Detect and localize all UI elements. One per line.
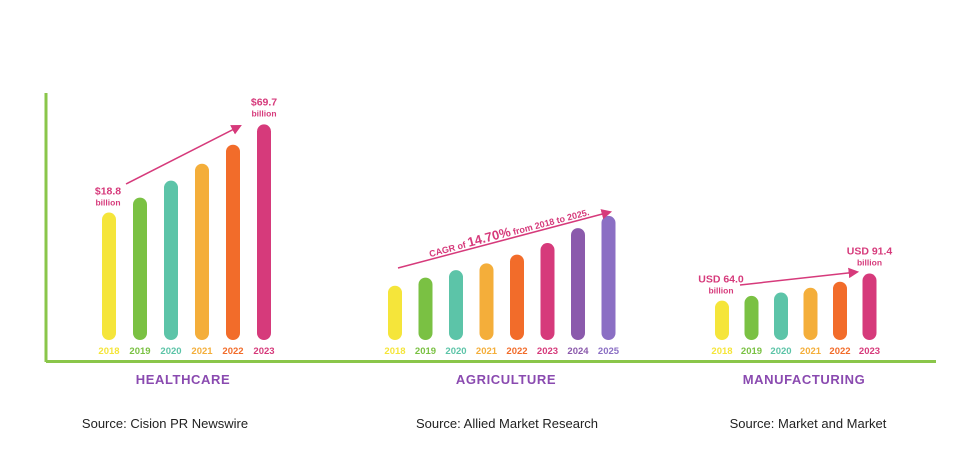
healthcare-start-unit: billion [95, 198, 120, 208]
healthcare-end-amount: $69.7 [251, 96, 277, 108]
manufacturing-start-amount: USD 64.0 [698, 274, 744, 286]
healthcare-tick-2022: 2022 [222, 346, 243, 357]
agriculture-bar-2018 [388, 285, 402, 340]
healthcare-tick-2018: 2018 [98, 346, 119, 357]
manufacturing-tick-2023: 2023 [859, 346, 880, 357]
manufacturing-tick-2020: 2020 [770, 346, 791, 357]
agriculture-bar-2025 [601, 215, 616, 340]
manufacturing-end-unit: billion [857, 258, 882, 268]
manufacturing-tick-2018: 2018 [711, 346, 732, 357]
manufacturing-bar-2023 [862, 273, 877, 340]
healthcare-tick-2020: 2020 [160, 346, 181, 357]
agriculture-cagr-prefix: CAGR of [428, 239, 469, 259]
agriculture-bar-2021 [479, 263, 494, 340]
healthcare-tick-2021: 2021 [191, 346, 213, 357]
healthcare-source: Source: Cision PR Newswire [81, 416, 249, 431]
healthcare-tick-2019: 2019 [129, 346, 150, 357]
manufacturing-bar-2018 [715, 300, 729, 340]
manufacturing-bar-2022 [833, 281, 847, 340]
manufacturing-tick-2022: 2022 [829, 346, 850, 357]
agriculture-category-label: AGRICULTURE [456, 372, 556, 387]
healthcare-bar-2018 [102, 212, 116, 340]
agriculture-bar-2023 [540, 243, 555, 340]
healthcare-bar-2023 [257, 124, 271, 340]
agriculture-tick-2022: 2022 [506, 346, 527, 357]
agriculture-bar-2020 [449, 270, 463, 340]
manufacturing-category-label: MANUFACTURING [743, 372, 866, 387]
healthcare-tick-2023: 2023 [253, 346, 274, 357]
manufacturing-growth-arrow [739, 267, 860, 286]
agriculture-cagr-label: CAGR of 14.70% from 2018 to 2025. [427, 203, 590, 260]
healthcare-growth-arrow [125, 125, 242, 185]
manufacturing-tick-2021: 2021 [800, 346, 822, 357]
agriculture-tick-2020: 2020 [445, 346, 466, 357]
agriculture-bar-2019 [418, 277, 433, 340]
manufacturing-bar-2019 [744, 295, 759, 340]
agriculture-tick-2023: 2023 [537, 346, 558, 357]
agriculture-tick-2024: 2024 [567, 346, 589, 357]
healthcare-start-amount: $18.8 [95, 186, 121, 198]
healthcare-end-unit: billion [251, 108, 276, 118]
healthcare-bar-2020 [164, 180, 178, 340]
healthcare-category-label: HEALTHCARE [136, 372, 231, 387]
agriculture-source: Source: Allied Market Research [415, 416, 599, 431]
manufacturing-bar-2020 [774, 292, 788, 340]
agriculture-bar-2024 [571, 228, 585, 340]
manufacturing-source: Source: Market and Market [729, 416, 887, 431]
manufacturing-tick-2019: 2019 [741, 346, 762, 357]
agriculture-tick-2018: 2018 [384, 346, 405, 357]
agriculture-tick-2019: 2019 [415, 346, 436, 357]
healthcare-bar-2019 [133, 197, 147, 340]
manufacturing-end-amount: USD 91.4 [847, 246, 893, 258]
healthcare-bar-2021 [195, 163, 209, 340]
manufacturing-bar-2021 [803, 287, 818, 340]
manufacturing-start-unit: billion [708, 286, 733, 296]
agriculture-cagr-value: 14.70% [466, 224, 513, 250]
agriculture-bar-2022 [510, 254, 524, 340]
agriculture-tick-2021: 2021 [476, 346, 498, 357]
agriculture-tick-2025: 2025 [598, 346, 620, 357]
agriculture-cagr-arrow [397, 209, 613, 269]
healthcare-bar-2022 [226, 144, 240, 340]
